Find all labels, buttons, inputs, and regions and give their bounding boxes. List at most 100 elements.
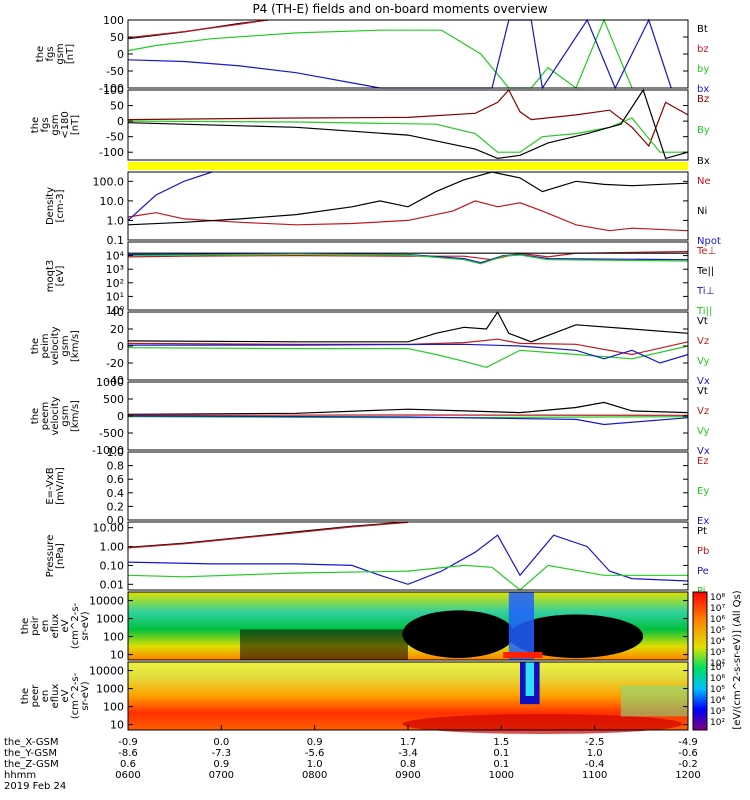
x-tick-label: -3.4 bbox=[398, 748, 418, 759]
y-tick-label: 0.01 bbox=[100, 578, 125, 591]
y-axis-label: peir bbox=[30, 615, 41, 635]
y-tick-label: 0.8 bbox=[107, 460, 125, 473]
panel-frame bbox=[127, 591, 689, 661]
colorbar-tick-label: 10⁶ bbox=[710, 674, 725, 684]
x-tick-label: 1200 bbox=[675, 770, 700, 781]
legend-density: Ne bbox=[697, 176, 711, 187]
y-tick-label: 0 bbox=[117, 340, 124, 353]
colorbar-tick-label: 10³ bbox=[710, 707, 725, 717]
x-tick-label: 1.0 bbox=[587, 748, 603, 759]
y-tick-label: 100 bbox=[103, 14, 124, 27]
x-row-label: the_Z-GSM bbox=[4, 759, 59, 770]
panel-efield: 1.00.80.60.40.20.0 E=-VxB [mV/m] Ez Ey Ex bbox=[45, 446, 709, 527]
y-tick-label: -500 bbox=[99, 427, 124, 440]
colorbar-tick-label: 10⁵ bbox=[710, 685, 725, 695]
y-tick-label: 10³ bbox=[106, 263, 124, 276]
legend-peem: Vz bbox=[697, 406, 709, 417]
y-axis-label: the bbox=[20, 688, 31, 704]
series-density-Ne bbox=[127, 200, 689, 232]
y-tick-label: 100 bbox=[103, 701, 124, 714]
y-tick-label: 0.10 bbox=[100, 559, 125, 572]
y-tick-label: 0.1 bbox=[107, 234, 125, 247]
y-axis-label: eV bbox=[60, 619, 71, 632]
series-fgs-by bbox=[127, 18, 633, 89]
series-pressure-Pb bbox=[127, 521, 409, 549]
y-tick-label: 100.0 bbox=[93, 175, 125, 188]
x-tick-label: -0.9 bbox=[118, 737, 138, 748]
series-density-Npot bbox=[127, 171, 213, 221]
y-tick-label: 10¹ bbox=[106, 290, 124, 303]
x-tick-label: 1100 bbox=[582, 770, 607, 781]
legend-peim: Vy bbox=[697, 356, 710, 367]
x-row-label: the_X-GSM bbox=[4, 737, 58, 748]
panel-frame bbox=[127, 521, 689, 591]
y-tick-label: -40 bbox=[106, 374, 124, 387]
panel-frame bbox=[127, 451, 689, 521]
series-temp-Tex bbox=[127, 250, 689, 261]
legend-pressure: Pe bbox=[697, 566, 709, 577]
y-axis-label: velocity bbox=[50, 326, 61, 365]
colorbar-tick-label: 10⁸ bbox=[710, 593, 725, 603]
colorbar-tick-label: 10⁴ bbox=[710, 696, 725, 706]
y-axis-label: [eV] bbox=[55, 266, 66, 287]
y-tick-label: 0 bbox=[117, 410, 124, 423]
y-axis-label: eflux bbox=[50, 684, 61, 709]
x-tick-label: 1.5 bbox=[493, 737, 509, 748]
colorbar-scale bbox=[692, 591, 708, 731]
y-axis-label: gsm bbox=[60, 335, 71, 356]
y-axis-label: (cm^2-s- bbox=[70, 672, 81, 719]
chart-title: P4 (TH-E) fields and on-board moments ov… bbox=[252, 2, 547, 16]
y-axis-label: moqt3 bbox=[45, 260, 56, 293]
x-tick-label: -5.6 bbox=[305, 748, 325, 759]
y-tick-label: 10² bbox=[106, 277, 124, 290]
legend-fgs: bz bbox=[697, 44, 709, 55]
series-fgs-bz bbox=[127, 19, 269, 39]
x-tick-label: 0.9 bbox=[307, 737, 323, 748]
legend-efield: Ez bbox=[697, 456, 709, 467]
series-peim-Vt bbox=[127, 310, 689, 343]
x-date-label: 2019 Feb 24 bbox=[4, 781, 66, 792]
peir-void bbox=[240, 629, 408, 660]
x-tick-label: 1000 bbox=[489, 770, 514, 781]
y-tick-label: 1000 bbox=[96, 613, 124, 626]
y-tick-label: -1000 bbox=[92, 444, 124, 457]
panel-frame bbox=[127, 241, 689, 311]
legend-fgs: by bbox=[697, 64, 709, 75]
panel-peim: 40 20 0 -20 -40 the peim velocity gsm [km/s] Vt Vz V… bbox=[30, 306, 710, 387]
y-tick-label: -20 bbox=[106, 357, 124, 370]
x-tick-label: -4.9 bbox=[678, 737, 698, 748]
colorbar-tick-label: 10⁴ bbox=[710, 637, 725, 647]
y-axis-label: peem bbox=[40, 402, 51, 430]
x-tick-label: 0.9 bbox=[213, 759, 229, 770]
y-axis-label: peer bbox=[30, 684, 41, 708]
colorbar-tick-label: 10⁷ bbox=[710, 604, 725, 614]
x-tick-label: 0.8 bbox=[400, 759, 416, 770]
mode-bar bbox=[128, 162, 688, 170]
colorbar-label: [eV/(cm^2-s-sr-eV)] (All Qs) bbox=[732, 590, 743, 729]
y-tick-label: 100 bbox=[103, 84, 124, 97]
panel-peem: 1000 500 0 -500 -1000 the peem velocity gsm [km/s… bbox=[30, 376, 710, 457]
series-peim-Vx bbox=[128, 343, 689, 364]
y-tick-label: 1000 bbox=[96, 376, 124, 389]
y-tick-label: 10.0 bbox=[100, 195, 125, 208]
y-tick-label: 1000 bbox=[96, 683, 124, 696]
y-tick-label: 1.00 bbox=[100, 541, 125, 554]
legend-temp: Ti⊥ bbox=[696, 286, 714, 297]
y-tick-label: 10000 bbox=[89, 595, 124, 608]
y-tick-label: -50 bbox=[106, 65, 124, 78]
peir-void bbox=[508, 614, 644, 658]
y-tick-label: 1.0 bbox=[107, 446, 125, 459]
legend-peim: Vz bbox=[697, 336, 709, 347]
y-tick-label: 0.4 bbox=[107, 487, 125, 500]
colorbar-tick-label: 10⁶ bbox=[710, 615, 725, 625]
y-axis-label: [km/s] bbox=[70, 400, 81, 432]
y-axis-label: the bbox=[30, 338, 41, 354]
panel-frame bbox=[127, 89, 689, 161]
legend-pressure: Pt bbox=[697, 526, 707, 537]
y-axis-label: [km/s] bbox=[70, 330, 81, 362]
legend-density: Npot bbox=[697, 236, 721, 247]
x-row-label: the_Y-GSM bbox=[4, 748, 57, 759]
series-peim-Vz bbox=[127, 338, 689, 356]
y-axis-label: peim bbox=[40, 333, 51, 358]
